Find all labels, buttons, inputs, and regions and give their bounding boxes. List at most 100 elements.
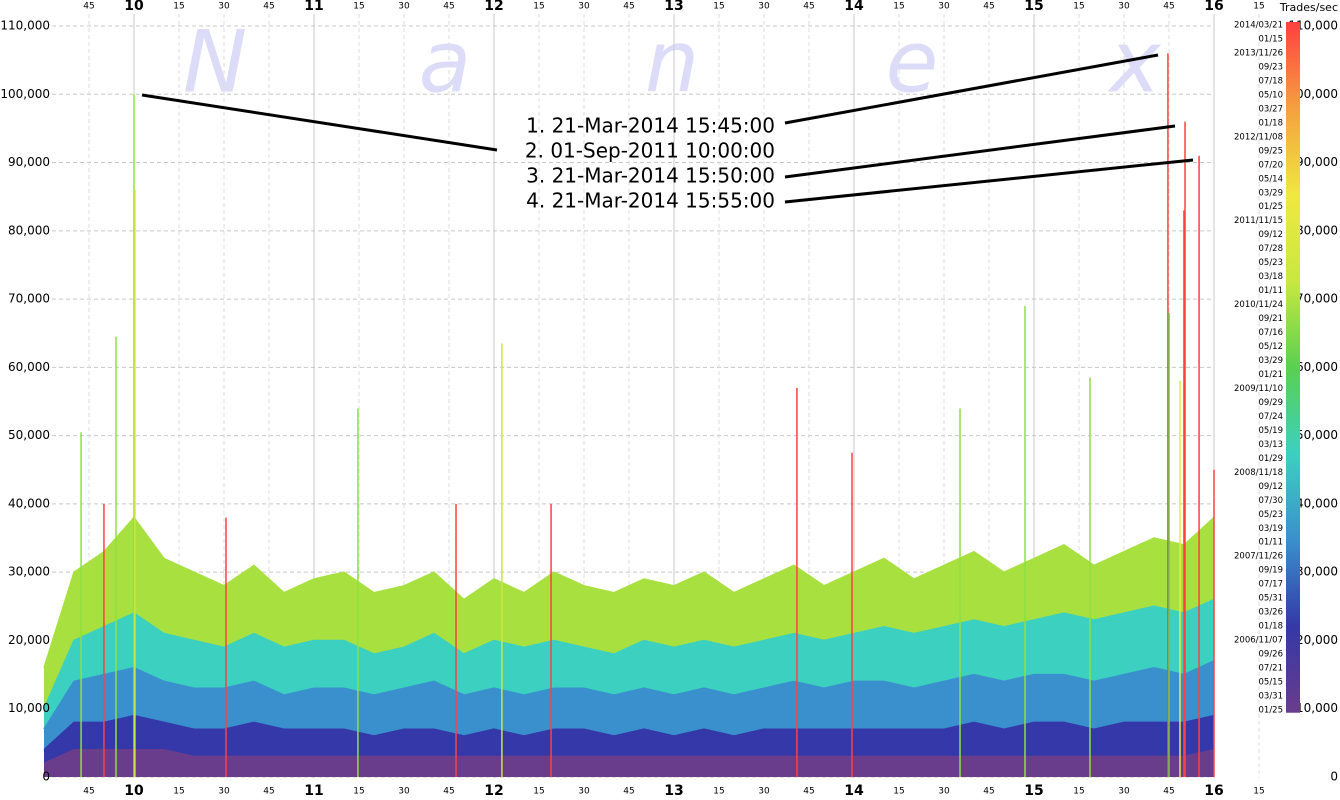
colorbar-tick-label: 70,000 [1296, 292, 1338, 306]
x-tick-label: 15 [353, 2, 364, 12]
annotation: 2. 01-Sep-2011 10:00:00 [525, 139, 775, 163]
y-tick-label: 60,000 [8, 360, 50, 374]
colorbar-date-label: 03/19 [1259, 524, 1284, 534]
colorbar-date-label: 2006/11/07 [1234, 636, 1283, 646]
x-tick-label: 15 [533, 787, 544, 797]
x-tick-label: 13 [664, 783, 683, 799]
x-tick-label: 45 [803, 2, 814, 12]
colorbar-date-label: 05/15 [1259, 678, 1284, 688]
x-tick-label: 16 [1204, 783, 1223, 799]
x-tick-label: 45 [263, 787, 274, 797]
x-tick-label: 14 [844, 0, 864, 14]
x-tick-label: 15 [353, 787, 364, 797]
x-tick-label: 30 [578, 787, 590, 797]
colorbar-date-label: 01/11 [1259, 286, 1284, 296]
colorbar-date-label: 01/29 [1259, 454, 1284, 464]
colorbar-tick-label: 100,000 [1288, 87, 1338, 101]
colorbar-date-label: 01/11 [1259, 538, 1284, 548]
colorbar-date-label: 07/17 [1259, 580, 1284, 590]
colorbar-date-label: 2012/11/08 [1234, 132, 1283, 142]
x-tick-label: 15 [533, 2, 544, 12]
x-tick-label: 11 [304, 783, 323, 799]
x-tick-label: 16 [1204, 0, 1223, 14]
colorbar-date-label: 01/15 [1259, 34, 1284, 44]
leader-line [141, 93, 498, 152]
x-tick-label: 15 [1253, 787, 1264, 797]
colorbar-date-label: 01/21 [1259, 370, 1284, 380]
colorbar-date-label: 07/28 [1259, 244, 1284, 254]
series-line [43, 748, 1215, 764]
series-line [43, 714, 1215, 751]
y-tick-label: 90,000 [8, 155, 50, 169]
x-tick-label: 30 [1118, 787, 1130, 797]
watermark: N [183, 12, 247, 112]
x-tick-label: 45 [623, 787, 634, 797]
colorbar-date-label: 2013/11/26 [1234, 48, 1283, 58]
x-tick-label: 15 [173, 787, 184, 797]
x-tick-label: 15 [713, 787, 724, 797]
colorbar-date-label: 2014/03/21 [1234, 21, 1283, 31]
x-tick-label: 30 [398, 787, 410, 797]
x-tick-label: 15 [1253, 2, 1264, 12]
colorbar-date-label: 05/31 [1259, 594, 1284, 604]
colorbar-date-label: 09/19 [1259, 566, 1284, 576]
colorbar-date-label: 07/16 [1259, 328, 1284, 338]
colorbar-date-label: 07/24 [1259, 412, 1284, 422]
colorbar-date-label: 2011/11/15 [1234, 216, 1283, 226]
x-tick-label: 45 [1163, 2, 1174, 12]
y-tick-label: 110,000 [0, 19, 50, 33]
annotation: 1. 21-Mar-2014 15:45:00 [526, 114, 775, 138]
colorbar-tick-label: 80,000 [1296, 223, 1338, 237]
colorbar-date-label: 09/23 [1259, 62, 1284, 72]
x-tick-label: 30 [938, 2, 950, 12]
y-tick-label: 50,000 [8, 428, 50, 442]
x-tick-label: 15 [1024, 0, 1043, 14]
watermark: a [419, 12, 472, 112]
colorbar-date-label: 05/23 [1259, 510, 1284, 520]
x-tick-label: 45 [983, 2, 994, 12]
colorbar-date-label: 2007/11/26 [1234, 552, 1283, 562]
series-line [43, 660, 1215, 730]
y-tick-label: 20,000 [8, 633, 50, 647]
colorbar-date-label: 09/21 [1259, 314, 1284, 324]
y-tick-label: 10,000 [8, 701, 50, 715]
y-tick-label: 0 [42, 770, 50, 784]
colorbar-tick-label: 110,000 [1288, 19, 1338, 33]
x-tick-label: 45 [803, 787, 814, 797]
x-tick-label: 30 [218, 2, 230, 12]
x-tick-label: 45 [1163, 787, 1174, 797]
colorbar-tick-label: 0 [1330, 770, 1338, 784]
colorbar-date-label: 2008/11/18 [1234, 468, 1283, 478]
colorbar-tick-label: 20,000 [1296, 633, 1338, 647]
x-tick-label: 30 [578, 2, 590, 12]
colorbar-tick-label: 50,000 [1296, 428, 1338, 442]
colorbar-date-label: 01/25 [1259, 202, 1284, 212]
x-tick-label: 15 [1024, 783, 1043, 799]
x-tick-label: 15 [713, 2, 724, 12]
annotation: 3. 21-Mar-2014 15:50:00 [526, 164, 775, 188]
colorbar-date-label: 03/31 [1259, 692, 1284, 702]
colorbar-date-label: 07/21 [1259, 664, 1284, 674]
colorbar-date-label: 09/29 [1259, 398, 1284, 408]
x-tick-label: 45 [83, 787, 94, 797]
colorbar-date-label: 09/12 [1259, 230, 1284, 240]
leader-line [784, 124, 1176, 179]
y-tick-label: 100,000 [0, 87, 50, 101]
x-tick-label: 45 [443, 2, 454, 12]
colorbar-date-label: 05/23 [1259, 258, 1284, 268]
colorbar-tick-label: 30,000 [1296, 565, 1338, 579]
colorbar [1286, 22, 1300, 713]
colorbar-date-label: 05/14 [1259, 174, 1284, 184]
x-tick-label: 15 [1073, 787, 1084, 797]
x-tick-label: 14 [844, 783, 864, 799]
colorbar-date-label: 03/29 [1259, 356, 1284, 366]
colorbar-tick-label: 60,000 [1296, 360, 1338, 374]
colorbar-date-label: 2009/11/10 [1234, 384, 1283, 394]
series-line [43, 516, 1215, 669]
colorbar-date-label: 03/29 [1259, 188, 1284, 198]
colorbar-tick-label: 40,000 [1296, 496, 1338, 510]
x-tick-label: 13 [664, 0, 683, 14]
colorbar-date-label: 05/10 [1259, 90, 1284, 100]
colorbar-date-label: 09/26 [1259, 650, 1284, 660]
